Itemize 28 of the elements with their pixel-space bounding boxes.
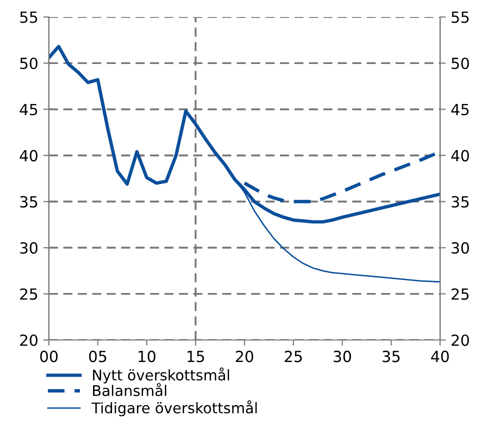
y2-tick-label: 45 (451, 104, 469, 116)
x-tick-label: 35 (382, 350, 400, 362)
x-tick-label: 20 (236, 350, 254, 362)
y2-tick-label: 35 (452, 196, 469, 208)
x-tick-label: 15 (188, 350, 204, 362)
x-tick-label: 40 (431, 350, 449, 362)
y-tick-label: 45 (20, 104, 38, 116)
x-tick-label: 10 (138, 350, 156, 362)
y-tick-label: 35 (20, 196, 38, 208)
legend-label: Nytt överskottsmål (93, 368, 230, 384)
y-tick-label: 25 (20, 288, 38, 300)
legend-label: Tidigare överskottsmål (92, 400, 257, 416)
legend-label: Balansmål (93, 383, 166, 396)
y-tick-label: 20 (20, 334, 38, 346)
x-tick-label: 05 (89, 350, 106, 362)
x-tick-label: 00 (40, 350, 58, 362)
y-tick-label: 30 (20, 242, 38, 254)
y2-tick-label: 20 (452, 334, 469, 346)
y-tick-label: 40 (20, 150, 38, 162)
y2-tick-label: 55 (452, 12, 469, 24)
y2-tick-label: 25 (452, 288, 469, 300)
y2-tick-label: 40 (451, 150, 469, 162)
x-tick-label: 30 (334, 350, 352, 362)
x-tick-label: 25 (284, 350, 302, 362)
y2-tick-label: 50 (452, 58, 469, 70)
y-tick-label: 55 (20, 12, 38, 24)
y-tick-label: 50 (20, 58, 38, 70)
y2-tick-label: 30 (452, 242, 469, 254)
